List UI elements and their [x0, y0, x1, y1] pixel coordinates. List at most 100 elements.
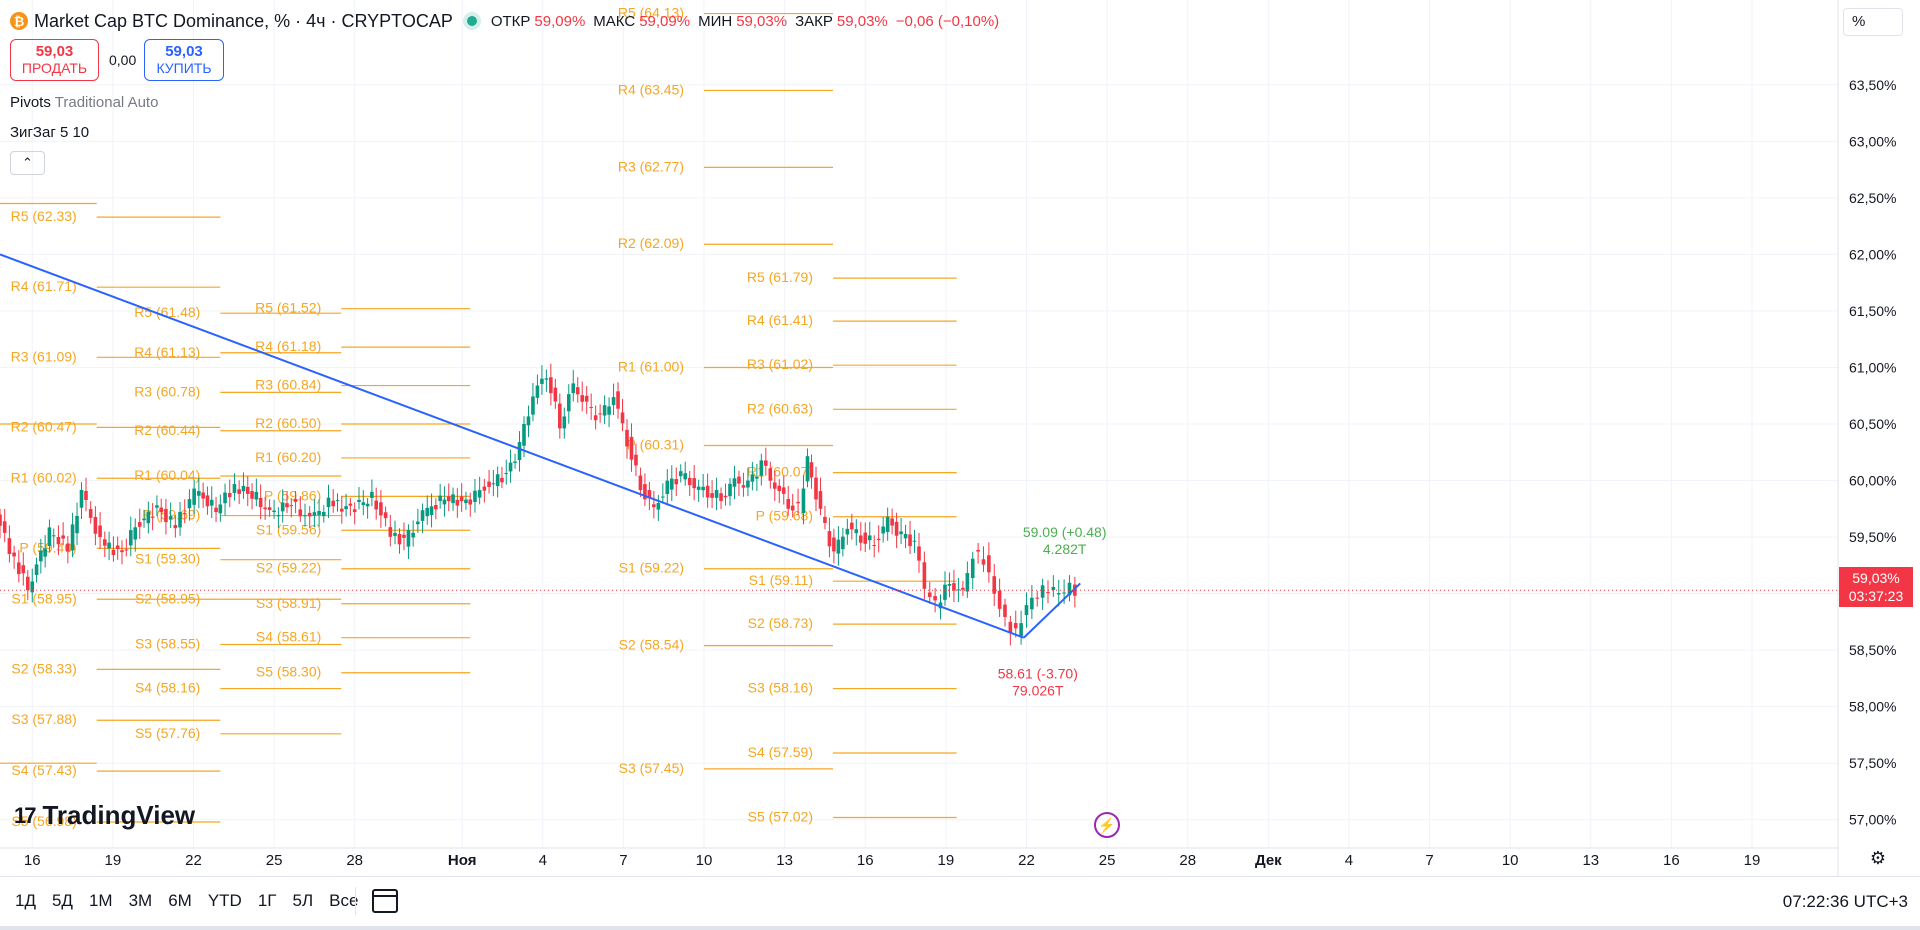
- candle-body: [429, 506, 434, 516]
- y-tick-label: 58,50%: [1849, 642, 1896, 658]
- pivots-params: Traditional Auto: [54, 94, 159, 111]
- market-status-icon[interactable]: [466, 16, 477, 26]
- candle-body: [961, 587, 965, 590]
- y-tick-label: 59,50%: [1849, 529, 1896, 545]
- candle-body: [370, 491, 374, 498]
- candle-body: [115, 545, 120, 550]
- unit-selector[interactable]: %: [1843, 8, 1903, 36]
- candle-body: [589, 407, 593, 409]
- trend-line: [0, 253, 1025, 639]
- candle-body: [723, 495, 728, 498]
- candle-body: [17, 562, 21, 575]
- candle-body: [526, 416, 531, 426]
- candle-body: [625, 429, 629, 447]
- sell-button[interactable]: 59,03 ПРОДАТЬ: [10, 39, 99, 81]
- y-tick-label: 61,00%: [1849, 359, 1896, 375]
- ohlc-values: ОТКР 59,09% МАКС 59,09% МИН 59,03% ЗАКР 59,0…: [491, 13, 1003, 30]
- candle-body: [1003, 604, 1007, 617]
- calendar-goto-icon[interactable]: [372, 889, 398, 913]
- ohlc-change: −0,06 (−0,10%): [895, 12, 1000, 30]
- buy-button[interactable]: 59,03 КУПИТЬ: [144, 39, 224, 81]
- pivot-level-label: S3 (58.16): [748, 680, 813, 696]
- candle-body: [289, 505, 294, 507]
- pivot-level-label: P (59.40): [19, 539, 76, 555]
- candle-body: [34, 564, 39, 576]
- candle-body: [321, 512, 326, 517]
- pivot-level-label: P (60.31): [627, 436, 684, 452]
- candle-body: [446, 496, 451, 502]
- gear-icon[interactable]: ⚙: [1869, 847, 1887, 868]
- candle-body: [250, 491, 254, 499]
- zigzag-label: 59.09 (+0.48): [1023, 524, 1107, 540]
- range-1m-button[interactable]: 1М: [88, 891, 113, 910]
- candle-body: [1067, 582, 1072, 596]
- tradingview-logo[interactable]: 17 TradingView: [14, 800, 195, 831]
- candle-body: [809, 462, 814, 478]
- range-1y-button[interactable]: 1Г: [257, 891, 277, 910]
- candle-body: [665, 480, 670, 495]
- pivot-level-label: R1 (60.07): [747, 464, 813, 480]
- pivot-level-label: S3 (57.88): [11, 711, 76, 727]
- lightning-icon[interactable]: ⚡: [1094, 812, 1120, 838]
- candle-body: [933, 596, 937, 601]
- pivot-level-label: S4 (57.43): [11, 762, 76, 778]
- candle-body: [280, 502, 285, 512]
- candle-body: [801, 488, 806, 514]
- candle-body: [750, 474, 755, 482]
- candle-body: [93, 516, 98, 534]
- candle-body: [1051, 586, 1056, 591]
- indicator-zigzag[interactable]: ЗигЗаг 5 10: [10, 124, 90, 141]
- candle-body: [517, 442, 522, 461]
- candle-body: [562, 416, 567, 429]
- candle-body: [307, 512, 312, 517]
- candle-body: [678, 471, 683, 477]
- candle-body: [805, 456, 810, 482]
- x-tick-label: 16: [1663, 852, 1680, 869]
- range-1d-button[interactable]: 1Д: [15, 891, 36, 910]
- candle-body: [393, 532, 397, 536]
- candle-body: [652, 504, 656, 508]
- candle-body: [451, 494, 455, 504]
- candle-body: [987, 555, 991, 573]
- candle-body: [107, 542, 111, 549]
- candle-body: [39, 550, 43, 562]
- candle-body: [120, 550, 124, 553]
- range-all-button[interactable]: Все: [329, 891, 359, 910]
- candle-body: [836, 539, 841, 554]
- range-3m-button[interactable]: 3М: [128, 891, 153, 910]
- candle-body: [790, 505, 795, 511]
- candle-body: [647, 490, 652, 499]
- range-buttons: 1Д 5Д 1М 3М 6М YTD 1Г 5Л Все: [12, 889, 361, 913]
- candle-body: [205, 495, 210, 507]
- buy-label: КУПИТЬ: [156, 60, 212, 76]
- candle-body: [508, 462, 513, 472]
- y-tick-label: 58,00%: [1849, 699, 1896, 715]
- pivot-level-label: R3 (60.84): [255, 377, 321, 393]
- tradingview-mark-icon: 17: [14, 802, 37, 828]
- range-6m-button[interactable]: 6М: [168, 891, 192, 910]
- candle-body: [867, 535, 872, 541]
- range-ytd-button[interactable]: YTD: [207, 891, 242, 910]
- candle-body: [168, 516, 173, 520]
- candle-body: [854, 529, 859, 534]
- zigzag-label: 58.61 (-3.70): [998, 665, 1078, 681]
- candle-body: [237, 489, 241, 494]
- collapse-indicators-button[interactable]: ⌃: [10, 151, 45, 175]
- candle-body: [781, 487, 786, 494]
- candle-body: [814, 477, 818, 500]
- candle-body: [674, 479, 679, 485]
- candle-body: [254, 491, 259, 500]
- candle-body: [66, 543, 70, 552]
- pivot-level-label: S2 (58.73): [748, 615, 813, 631]
- candle-body: [1030, 597, 1034, 610]
- range-5y-button[interactable]: 5Л: [292, 891, 314, 910]
- candle-body: [890, 518, 894, 526]
- x-tick-label: 25: [1099, 852, 1116, 869]
- indicator-pivots[interactable]: Pivots Traditional Auto: [10, 94, 158, 111]
- candle-body: [335, 500, 340, 502]
- candle-body: [150, 516, 155, 518]
- symbol-title[interactable]: Market Cap BTC Dominance, % · 4ч · CRYPT…: [34, 10, 453, 31]
- utc-clock[interactable]: 07:22:36 UTC+3: [1782, 892, 1908, 911]
- range-5d-button[interactable]: 5Д: [51, 891, 73, 910]
